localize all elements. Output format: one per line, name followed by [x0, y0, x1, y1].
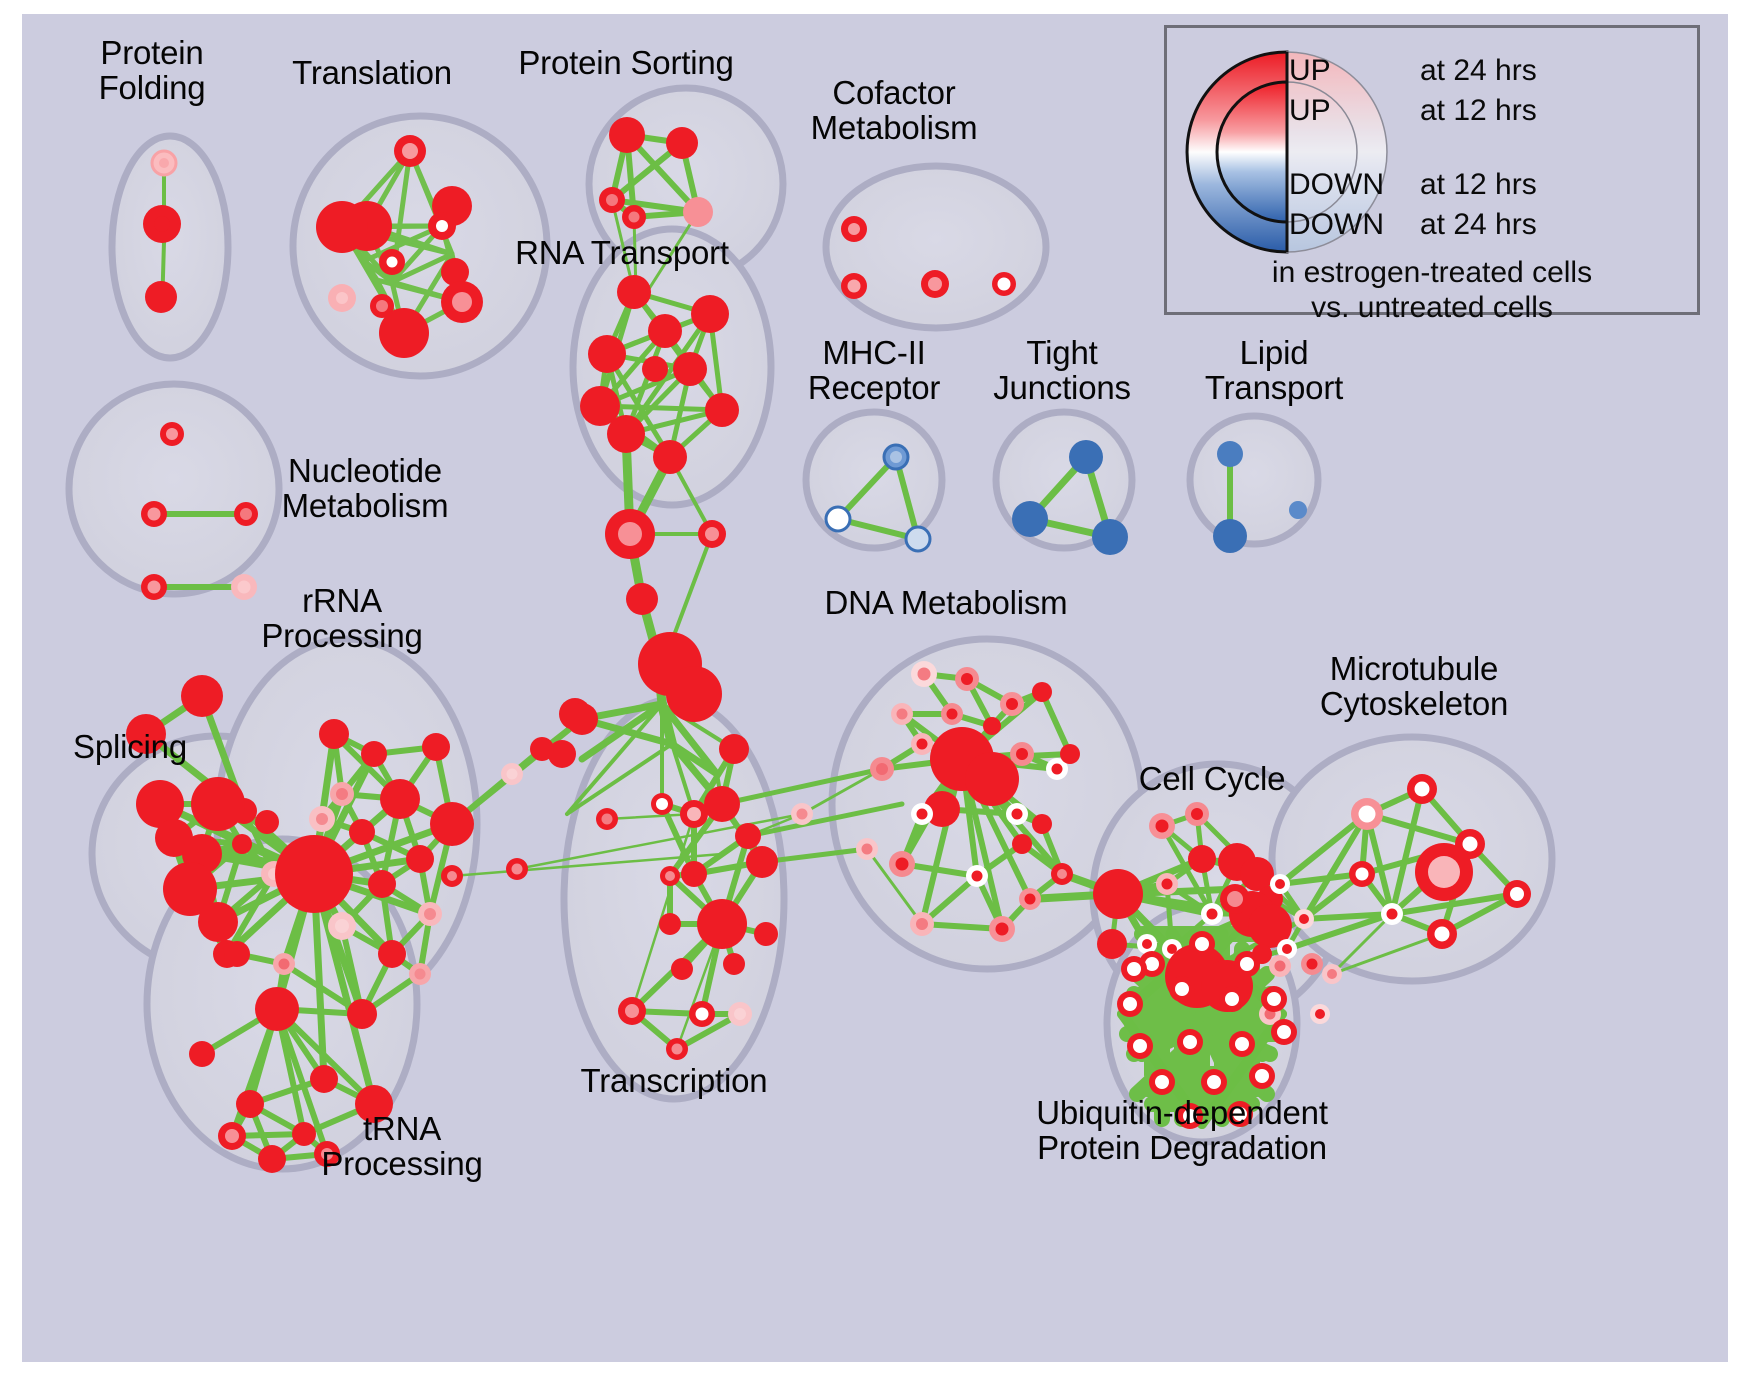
blob-nucleotide-metabolism: [65, 380, 283, 598]
cluster-label-rrna-processing: rRNA Processing: [261, 582, 423, 654]
node-group-microtubule-cytoskeleton: [1349, 774, 1531, 949]
cluster-label-rna-transport: RNA Transport: [515, 234, 729, 271]
node-group-transcription: [596, 734, 778, 1060]
node-group-tight-junctions: [1012, 440, 1128, 555]
node-group-rna-transport: [548, 275, 739, 768]
node-group-lipid-transport: [1213, 441, 1307, 553]
node-group-ubiquitin-degradation: [1117, 931, 1297, 1129]
legend-state-down-24: DOWN: [1289, 208, 1384, 241]
node-group-translation: [316, 135, 483, 358]
node-group-trna-processing: [189, 941, 393, 1173]
network-graph: [65, 84, 1556, 1173]
cluster-label-protein-sorting: Protein Sorting: [518, 44, 734, 81]
blob-lipid-transport: [1186, 412, 1322, 548]
cluster-label-ubiquitin-degradation: Ubiquitin-dependent Protein Degradation: [1036, 1094, 1328, 1166]
network-nodes: [126, 117, 1531, 1173]
node-group-mhc-ii-receptor: [824, 443, 932, 553]
cluster-label-splicing: Splicing: [73, 728, 187, 765]
cluster-label-protein-folding: Protein Folding: [98, 34, 206, 106]
legend-time-up-24: at 24 hrs: [1420, 54, 1537, 87]
blob-cofactor-metabolism: [822, 162, 1050, 332]
cluster-label-transcription: Transcription: [580, 1062, 768, 1099]
network-canvas: Protein Folding Translation Protein Sort…: [22, 14, 1728, 1362]
legend-footer-line1: in estrogen-treated cells: [1271, 256, 1593, 289]
cluster-label-cofactor-metabolism: Cofactor Metabolism: [810, 74, 978, 146]
legend-state-down-12: DOWN: [1289, 168, 1384, 201]
legend-time-down-12: at 12 hrs: [1420, 168, 1537, 201]
cluster-label-mhc-ii-receptor: MHC-II Receptor: [807, 334, 941, 406]
cluster-label-tight-junctions: Tight Junctions: [993, 334, 1131, 406]
cluster-label-microtubule-cytoskeleton: Microtubule Cytoskeleton: [1319, 650, 1509, 722]
cluster-label-trna-processing: tRNA Processing: [321, 1110, 483, 1182]
legend-state-up-24: UP: [1289, 54, 1331, 87]
legend-panel: UP at 24 hrs UP at 12 hrs DOWN at 12 hrs…: [1164, 25, 1700, 324]
legend-footer-line2: vs. untreated cells: [1311, 291, 1553, 324]
blob-protein-folding: [108, 132, 232, 362]
legend-node-diagram: [1185, 50, 1388, 254]
cluster-label-cell-cycle: Cell Cycle: [1138, 760, 1286, 797]
node-group-nucleotide-metabolism: [141, 422, 258, 600]
node-group-dna-metabolism: [791, 661, 1143, 959]
node-group-rrna-processing: [255, 703, 598, 1031]
node-group-protein-sorting: [599, 117, 713, 229]
legend-time-down-24: at 24 hrs: [1420, 208, 1537, 241]
legend-time-up-12: at 12 hrs: [1420, 94, 1537, 127]
cluster-label-translation: Translation: [292, 54, 452, 91]
cluster-label-dna-metabolism: DNA Metabolism: [824, 584, 1068, 621]
node-group-cofactor-metabolism: [841, 216, 1016, 299]
cluster-label-nucleotide-metabolism: Nucleotide Metabolism: [281, 452, 449, 524]
cluster-label-lipid-transport: Lipid Transport: [1204, 334, 1344, 406]
legend-state-up-12: UP: [1289, 94, 1331, 127]
node-group-splicing: [126, 675, 287, 968]
node-group-protein-folding: [143, 149, 181, 313]
